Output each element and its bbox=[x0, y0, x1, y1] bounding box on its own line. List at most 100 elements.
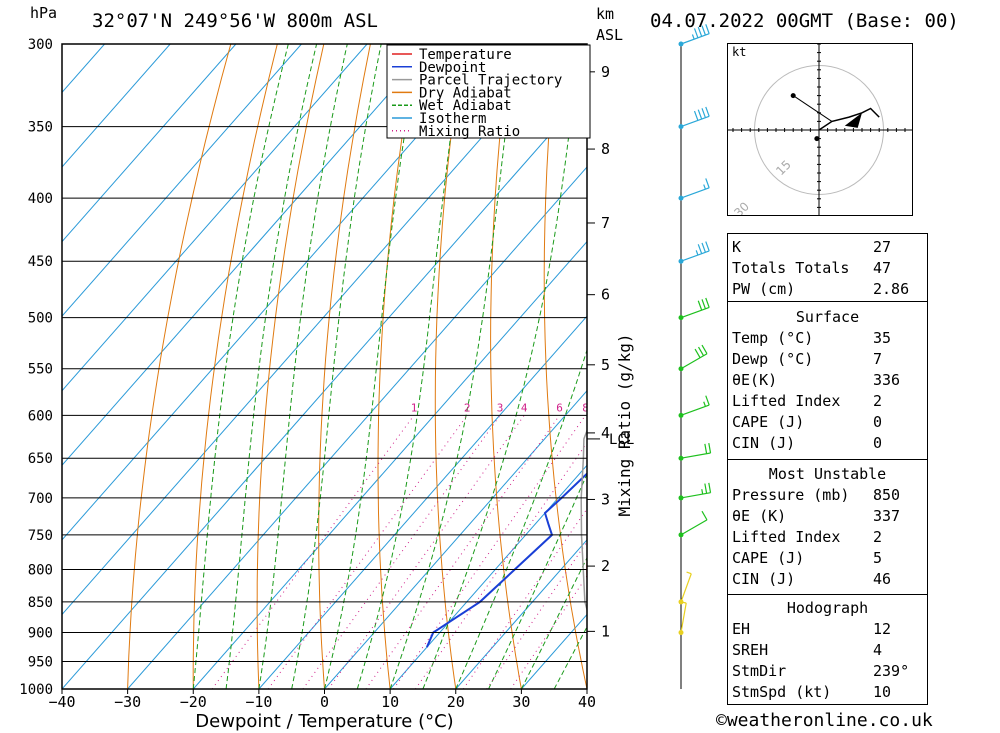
wet-adiabat-line bbox=[225, 44, 318, 689]
wet-adiabat-line bbox=[324, 44, 421, 689]
pressure-tick-label: 700 bbox=[28, 491, 53, 507]
isotherm-line bbox=[62, 44, 565, 616]
dry-adiabat-line bbox=[256, 44, 325, 689]
series-line-parcel-trajectory bbox=[580, 428, 587, 613]
dry-adiabat-line bbox=[929, 44, 1000, 689]
pressure-tick-label: 800 bbox=[28, 562, 53, 578]
height-tick-label: 1 bbox=[601, 622, 610, 640]
wind-barb-flag bbox=[694, 348, 701, 359]
wind-barb-half bbox=[701, 489, 704, 495]
height-tick-label: 4 bbox=[601, 424, 610, 442]
isotherm-line bbox=[62, 44, 171, 168]
legend-entry: Dewpoint bbox=[419, 60, 486, 76]
most-unstable-title: Most Unstable bbox=[768, 464, 887, 483]
hodograph-plot: 153045 bbox=[728, 44, 912, 215]
wind-barb-flag bbox=[701, 344, 708, 355]
pressure-unit-label: hPa bbox=[30, 4, 58, 22]
wind-barb-half bbox=[686, 571, 692, 575]
wind-barb-flag bbox=[693, 110, 699, 121]
wind-barb-staff bbox=[680, 519, 708, 536]
wind-barb-flag bbox=[704, 443, 708, 454]
index-row: Lifted Index 2 bbox=[732, 391, 883, 410]
isotherm-line bbox=[127, 166, 587, 689]
wind-barb-flag bbox=[701, 108, 706, 118]
wind-barb-flag bbox=[701, 510, 708, 521]
dry-adiabat-line bbox=[490, 44, 522, 689]
mixing-ratio-line bbox=[211, 415, 415, 689]
pressure-tick-label: 550 bbox=[28, 362, 53, 378]
mixing-ratio-line bbox=[486, 540, 587, 689]
index-row: CAPE (J) 0 bbox=[732, 412, 883, 431]
pressure-tick-label: 650 bbox=[28, 451, 53, 467]
wind-barb-staff bbox=[680, 404, 710, 416]
wind-barb-flag bbox=[701, 25, 706, 36]
wind-barb-flag bbox=[697, 244, 703, 254]
lcl-label: LCL bbox=[609, 432, 634, 448]
mixing-ratio-line bbox=[267, 415, 468, 689]
temp-tick-label: 40 bbox=[578, 693, 596, 711]
wind-barb-flag bbox=[708, 443, 712, 454]
legend-entry: Isotherm bbox=[419, 111, 486, 127]
wind-barb-flag bbox=[705, 395, 710, 406]
index-row: Lifted Index 2 bbox=[732, 527, 883, 546]
hodograph-ring-label: 15 bbox=[773, 157, 794, 178]
index-row: StmDir 239° bbox=[732, 661, 910, 680]
legend-box bbox=[386, 44, 591, 139]
surface-wind-dot bbox=[814, 136, 820, 142]
height-tick-label: 8 bbox=[601, 140, 610, 158]
series-line-dewpoint bbox=[425, 472, 587, 648]
divider bbox=[728, 301, 927, 302]
index-row: CIN (J) 0 bbox=[732, 433, 883, 452]
index-row: StmSpd (kt) 10 bbox=[732, 682, 892, 701]
legend-entry: Dry Adiabat bbox=[419, 85, 512, 101]
hodograph-title: Hodograph bbox=[786, 598, 869, 617]
pressure-tick-label: 350 bbox=[28, 120, 53, 136]
temp-tick-label: 30 bbox=[512, 693, 530, 711]
location-title: 32°07'N 249°56'W 800m ASL bbox=[92, 10, 378, 32]
x-axis-title: Dewpoint / Temperature (°C) bbox=[195, 711, 453, 732]
pressure-tick-label: 500 bbox=[28, 311, 53, 327]
index-row: CIN (J) 46 bbox=[732, 569, 892, 588]
plot-frame bbox=[61, 43, 588, 690]
temp-tick-label: −40 bbox=[48, 693, 75, 711]
index-row: Dewp (°C) 7 bbox=[732, 349, 883, 368]
index-row: θE(K) 336 bbox=[732, 370, 901, 389]
indices-panel: K 27 Totals Totals 47 PW (cm) 2.86 Surface … bbox=[727, 233, 928, 705]
wind-barb-half bbox=[703, 401, 706, 407]
mixing-ratio-label: 20 bbox=[667, 401, 680, 414]
pressure-tick-label: 950 bbox=[28, 655, 53, 671]
mixing-ratio-label: 8 bbox=[582, 401, 589, 414]
dry-adiabat-line bbox=[127, 44, 232, 689]
pressure-tick-label: 600 bbox=[28, 408, 53, 424]
height-tick-label: 9 bbox=[601, 63, 610, 81]
wind-barb-staff bbox=[680, 306, 710, 319]
wind-barb-staff bbox=[680, 33, 710, 45]
mixing-ratio-label: 10 bbox=[600, 401, 613, 414]
pressure-tick-label: 900 bbox=[28, 626, 53, 642]
index-row: Pressure (mb) 850 bbox=[732, 485, 901, 504]
mixing-ratio-line bbox=[462, 507, 587, 689]
temp-tick-label: 10 bbox=[381, 693, 399, 711]
wind-barb-flag bbox=[705, 106, 710, 117]
legend-entry: Parcel Trajectory bbox=[419, 73, 562, 89]
index-row: Temp (°C) 35 bbox=[732, 328, 892, 347]
wind-barb-staff bbox=[680, 602, 687, 633]
wind-barb-staff bbox=[680, 250, 710, 262]
legend-entry: Wet Adiabat bbox=[419, 98, 512, 114]
mixing-ratio-label: 1 bbox=[411, 401, 418, 414]
hodograph-indices-table: Hodograph EH 12 SREH 4 StmDir 239° StmSpd (… bbox=[728, 597, 927, 702]
pressure-tick-label: 1000 bbox=[19, 682, 53, 698]
legend-entry: Temperature bbox=[419, 47, 512, 63]
temp-tick-label: −30 bbox=[114, 693, 141, 711]
wind-barb-flag bbox=[705, 24, 710, 34]
pressure-tick-label: 450 bbox=[28, 254, 53, 270]
index-row: SREH 4 bbox=[732, 640, 883, 659]
wind-barb-half bbox=[703, 184, 706, 190]
mixing-ratio-label: 3 bbox=[497, 401, 504, 414]
dry-adiabat-line bbox=[543, 44, 587, 689]
date-title: 04.07.2022 00GMT (Base: 00) bbox=[650, 10, 959, 32]
height-tick-label: 5 bbox=[601, 356, 610, 374]
mixing-ratio-line bbox=[393, 415, 586, 689]
wind-barb-flag bbox=[701, 242, 706, 253]
